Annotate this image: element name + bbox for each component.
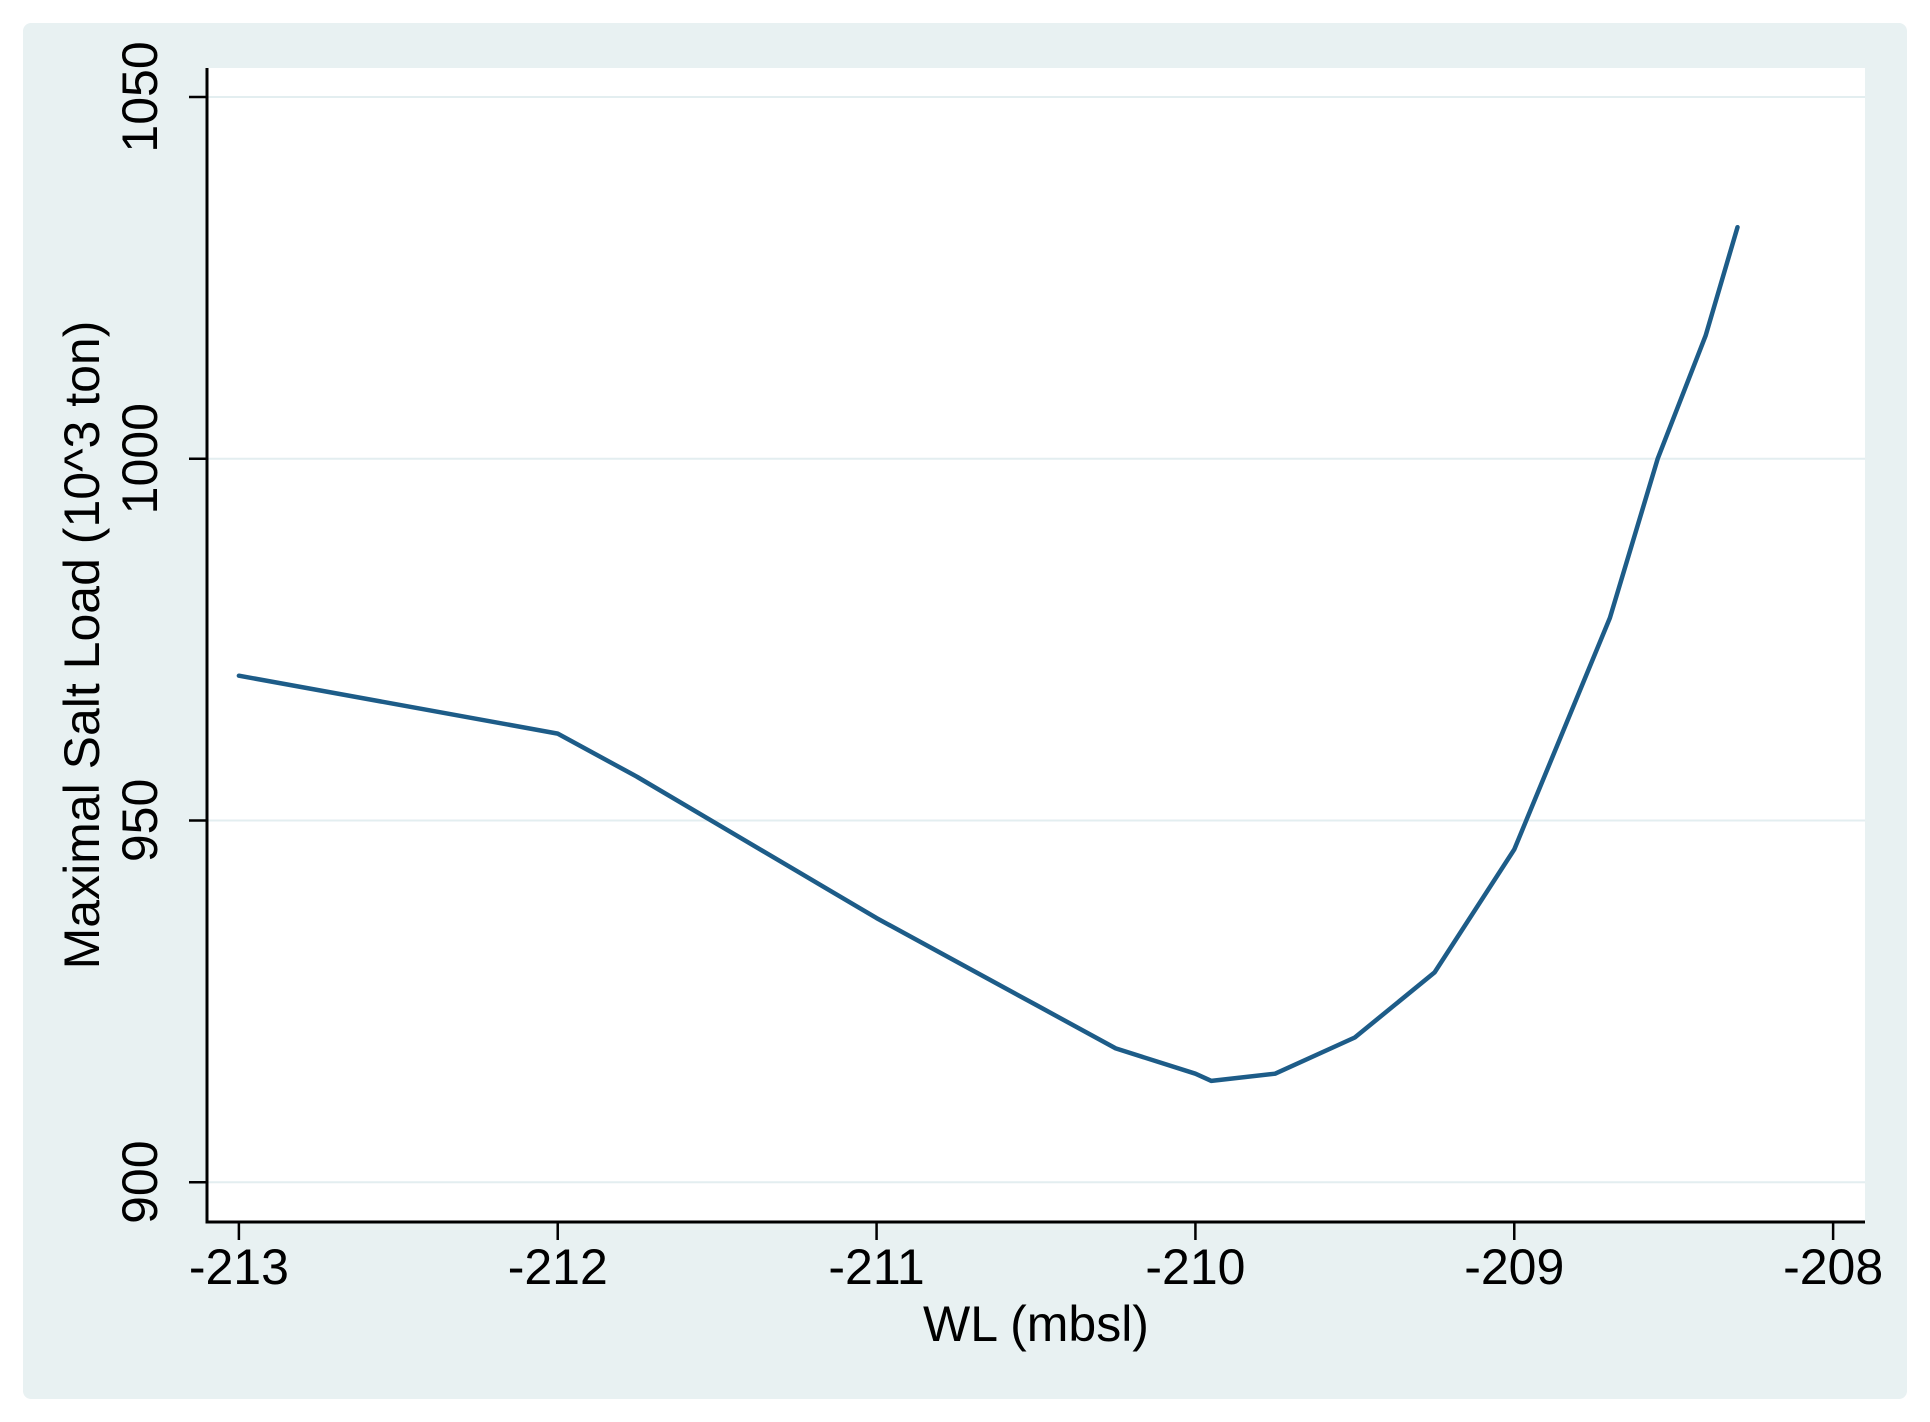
x-tick-label: -209 bbox=[1464, 1239, 1564, 1295]
x-tick-label: -213 bbox=[189, 1239, 289, 1295]
y-tick-label: 1000 bbox=[112, 403, 168, 514]
x-tick-label: -212 bbox=[508, 1239, 608, 1295]
x-tick-label: -210 bbox=[1145, 1239, 1245, 1295]
y-axis-title: Maximal Salt Load (10^3 ton) bbox=[54, 321, 110, 970]
x-tick-label: -208 bbox=[1783, 1239, 1883, 1295]
x-tick-label: -211 bbox=[828, 1239, 924, 1295]
series-line bbox=[236, 224, 1740, 1084]
y-tick-label: 950 bbox=[112, 779, 168, 862]
x-axis-title: WL (mbsl) bbox=[923, 1296, 1149, 1352]
y-tick-label: 1050 bbox=[112, 41, 168, 152]
plot-area bbox=[207, 68, 1865, 1222]
y-tick-label: 900 bbox=[112, 1140, 168, 1223]
